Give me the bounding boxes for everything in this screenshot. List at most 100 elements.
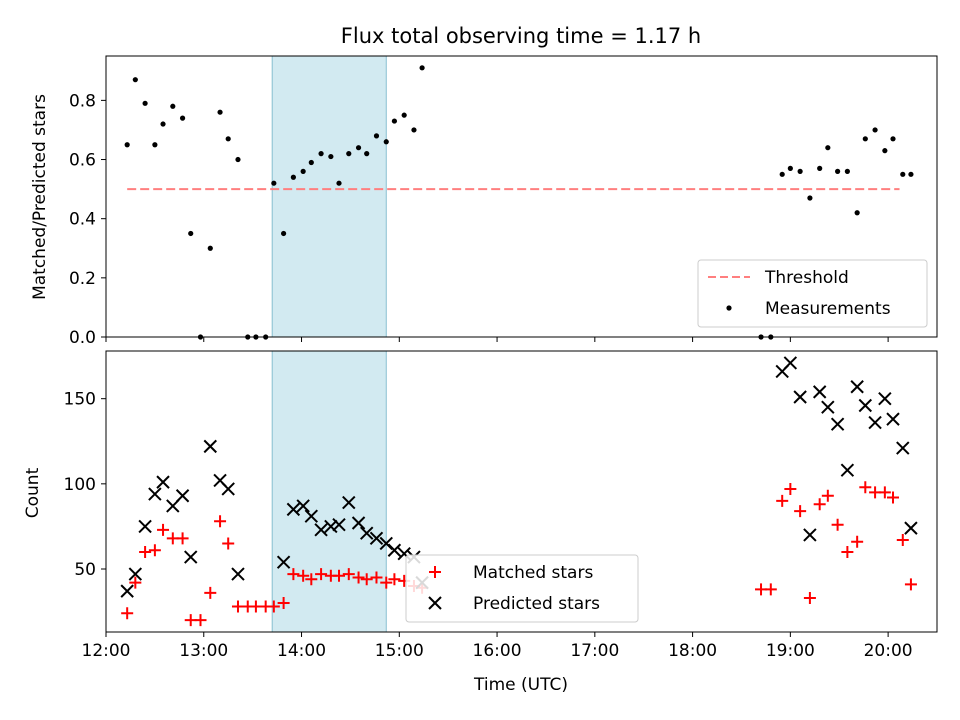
matched-stars-point xyxy=(315,568,328,581)
measurement-point xyxy=(844,168,850,174)
predicted-stars-point xyxy=(904,521,918,535)
predicted-stars-point xyxy=(840,463,855,477)
matched-stars-point xyxy=(342,568,355,581)
matched-stars-point xyxy=(267,600,280,613)
legend-matched-label: Matched stars xyxy=(473,563,593,583)
measurement-point xyxy=(179,115,186,121)
figure-title: Flux total observing time = 1.17 h xyxy=(341,24,701,48)
predicted-stars-point xyxy=(878,391,892,406)
matched-stars-point xyxy=(896,534,909,547)
legend-matched-swatch xyxy=(429,566,441,578)
measurement-point xyxy=(300,168,306,174)
measurement-point xyxy=(364,151,370,157)
count-legend-box xyxy=(405,554,639,623)
ratio-y-tick-label: 0.6 xyxy=(69,151,96,171)
measurement-point xyxy=(411,127,417,133)
count-y-axis-label: Count xyxy=(23,467,43,518)
x-tick-label: 14:00 xyxy=(277,641,326,661)
matched-stars-point xyxy=(287,568,300,581)
matched-stars-point xyxy=(841,545,854,558)
count-plot-frame xyxy=(105,350,938,633)
matched-stars-point xyxy=(851,535,864,548)
matched-stars-point xyxy=(859,481,872,494)
measurement-point xyxy=(383,139,389,145)
measurement-point xyxy=(890,136,896,142)
predicted-stars-point xyxy=(896,441,910,455)
ratio-y-axis-label: Matched/Predicted stars xyxy=(30,94,50,300)
predicted-stars-point xyxy=(184,550,198,564)
matched-stars-point xyxy=(139,545,152,558)
predicted-stars-point xyxy=(342,495,356,510)
measurement-point xyxy=(281,230,287,237)
predicted-stars-point xyxy=(387,543,402,557)
measurement-point xyxy=(373,133,380,139)
measurement-point xyxy=(290,174,296,180)
measurement-point xyxy=(328,153,334,160)
predicted-stars-point xyxy=(359,526,374,540)
count-observing-span xyxy=(271,350,387,633)
predicted-stars-point xyxy=(314,523,328,537)
measurement-point xyxy=(872,127,878,133)
measurement-point xyxy=(346,151,352,157)
legend-measurements-swatch xyxy=(726,305,732,311)
x-tick-label: 19:00 xyxy=(766,641,815,661)
predicted-stars-point xyxy=(296,499,310,513)
predicted-stars-point xyxy=(850,380,864,394)
measurement-point xyxy=(355,145,362,151)
ratio-plot-frame xyxy=(105,55,938,338)
matched-stars-point xyxy=(776,494,789,507)
measurement-point xyxy=(124,142,130,148)
measurement-point xyxy=(271,180,277,186)
ratio-legend-box xyxy=(697,259,928,328)
predicted-stars-point xyxy=(128,567,143,581)
measurement-point xyxy=(142,100,148,106)
predicted-stars-point xyxy=(138,519,152,534)
matched-stars-point xyxy=(764,583,777,596)
matched-stars-point xyxy=(794,505,807,518)
predicted-stars-point xyxy=(324,519,338,534)
predicted-stars-point xyxy=(286,502,301,517)
measurement-point xyxy=(900,171,906,177)
ratio-y-tick-label: 0.4 xyxy=(69,210,96,230)
ratio-panel: Flux total observing time = 1.17 h Match… xyxy=(30,24,938,348)
measurement-point xyxy=(797,168,803,174)
matched-stars-point xyxy=(214,515,227,528)
ratio-y-tick-label: 0.8 xyxy=(69,91,96,111)
matched-stars-point xyxy=(821,489,834,502)
matched-stars-point xyxy=(277,597,290,610)
measurement-point xyxy=(170,103,176,109)
ratio-legend: Threshold Measurements xyxy=(697,259,928,328)
predicted-stars-point xyxy=(231,567,245,581)
predicted-stars-point xyxy=(148,487,162,501)
measurement-point xyxy=(308,159,314,166)
predicted-stars-point xyxy=(156,475,170,489)
matched-stars-point xyxy=(370,571,383,584)
x-tick-label: 17:00 xyxy=(570,641,619,661)
predicted-stars-point xyxy=(858,398,873,413)
measurement-point xyxy=(391,118,398,124)
measurement-point xyxy=(882,148,888,154)
count-y-tick-label: 150 xyxy=(64,390,96,410)
matched-stars-point xyxy=(129,576,142,589)
predicted-stars-point xyxy=(812,385,827,399)
count-panel: Count Time (UTC) 12:00 13:00 14:00 15:00 16:… xyxy=(23,350,938,695)
measurement-point xyxy=(318,151,324,157)
x-tick-label: 15:00 xyxy=(375,641,424,661)
matched-stars-point xyxy=(352,571,365,584)
matched-stars-point xyxy=(784,482,797,495)
x-tick-label: 18:00 xyxy=(668,641,717,661)
ratio-y-tick-label: 0.0 xyxy=(69,328,96,348)
matched-stars-point xyxy=(380,576,393,589)
predicted-stars-point xyxy=(868,415,882,430)
matched-stars-point xyxy=(157,523,170,536)
measurement-point xyxy=(807,195,813,201)
x-tick-label: 13:00 xyxy=(179,641,228,661)
predicted-stars-point xyxy=(332,518,346,532)
matched-stars-point xyxy=(360,573,373,586)
predicted-stars-point xyxy=(803,528,817,542)
matched-stars-point xyxy=(222,537,235,550)
legend-predicted-swatch xyxy=(428,596,442,610)
predicted-stars-point xyxy=(369,531,384,546)
legend-predicted-label: Predicted stars xyxy=(473,594,600,614)
